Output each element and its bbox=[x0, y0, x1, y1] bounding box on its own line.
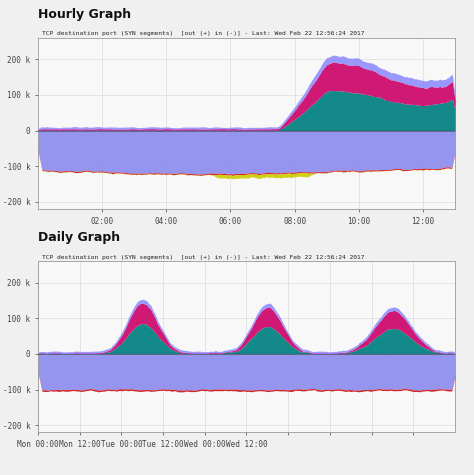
Text: Hourly Graph: Hourly Graph bbox=[38, 8, 131, 21]
Text: TCP destination port (SYN segments)  [out (+) in (-)] - Last: Wed Feb 22 12:56:2: TCP destination port (SYN segments) [out… bbox=[42, 255, 365, 259]
Text: TCP destination port (SYN segments)  [out (+) in (-)] - Last: Wed Feb 22 12:56:2: TCP destination port (SYN segments) [out… bbox=[42, 31, 365, 36]
Text: Daily Graph: Daily Graph bbox=[38, 231, 120, 244]
Legend: Squid, BitTorrent, WinMX, eDonkey-DATA, eDonkey-Lookup, RDP, Ms-SQL, KaZaa, Micr: Squid, BitTorrent, WinMX, eDonkey-DATA, … bbox=[41, 284, 262, 314]
